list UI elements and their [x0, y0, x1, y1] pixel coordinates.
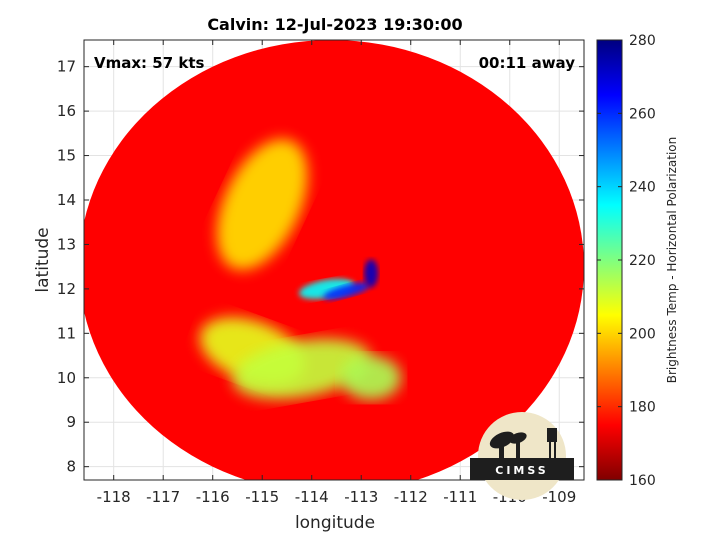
y-tick-label: 9: [66, 413, 76, 431]
y-tick-label: 13: [57, 235, 76, 253]
feature-outer-band-south: [232, 338, 371, 400]
colorbar-ticks: 160 180 200 220 240 260 280: [597, 33, 656, 489]
feature-inner-band-south: [323, 282, 370, 300]
y-tick-label: 11: [57, 324, 76, 342]
y-tick-label: 15: [57, 147, 76, 165]
cimss-logo-text: CIMSS: [495, 464, 548, 477]
y-tick-label: 10: [57, 369, 76, 387]
swath-features: [199, 139, 402, 400]
swath-disk: [84, 40, 584, 480]
x-tick-label: -116: [196, 488, 230, 506]
feature-outer-band-east: [341, 355, 402, 400]
colorbar-tick-label: 280: [629, 33, 656, 49]
x-tick-label: -112: [394, 488, 428, 506]
y-tick-label: 16: [57, 102, 76, 120]
colorbar-tick-label: 180: [629, 400, 656, 416]
colorbar-tick-label: 200: [629, 326, 656, 342]
y-tick-label: 8: [66, 458, 76, 476]
x-tick-label: -113: [344, 488, 378, 506]
y-tick-label: 12: [57, 280, 76, 298]
x-axis-label: longitude: [295, 513, 375, 533]
x-tick-label: -114: [295, 488, 329, 506]
time-away-annotation: 00:11 away: [479, 54, 576, 72]
colorbar-tick-label: 240: [629, 180, 656, 196]
colorbar-tick-label: 260: [629, 106, 656, 122]
y-tick-label: 14: [57, 191, 76, 209]
x-tick-label: -117: [146, 488, 180, 506]
colorbar-tick-label: 220: [629, 253, 656, 269]
y-tick-label: 17: [57, 58, 76, 76]
vmax-annotation: Vmax: 57 kts: [94, 54, 204, 72]
feature-spiral-band-northwest: [216, 139, 308, 270]
swath-field: [84, 40, 584, 480]
colorbar-tick-label: 160: [629, 473, 656, 489]
x-tick-label: -115: [245, 488, 279, 506]
x-tick-label: -109: [542, 488, 576, 506]
colorbar-label: Brightness Temp - Horizontal Polarizatio…: [665, 137, 679, 384]
storm-eye: [341, 256, 362, 277]
feature-eyewall: [364, 259, 379, 288]
y-axis: 8 9 10 11 12 13 14 15 16 17: [57, 58, 584, 476]
axes-box: [83, 39, 585, 481]
x-tick-label: -118: [97, 488, 131, 506]
y-axis-label: latitude: [33, 227, 53, 292]
chart-title: Calvin: 12-Jul-2023 19:30:00: [207, 15, 462, 34]
cimss-logo: CIMSS: [470, 412, 574, 500]
x-tick-label: -111: [443, 488, 477, 506]
